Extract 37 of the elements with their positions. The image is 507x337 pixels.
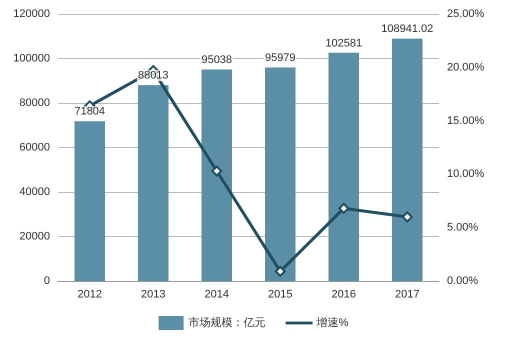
bar [74,121,105,281]
y2-tick-label: 0.00% [447,275,478,287]
point [402,211,413,222]
legend-label: 增速% [316,316,349,329]
x-tick-label: 2014 [204,288,229,300]
data-label: 88013 [138,70,169,82]
legend-label: 市场规模：亿元 [188,316,266,329]
y-tick-label: 40000 [19,186,50,198]
y-tick-label: 0 [44,275,50,287]
bar [202,70,232,281]
bar [392,38,422,281]
data-label: 95038 [201,54,232,66]
y-tick-label: 80000 [19,97,50,109]
bar [138,85,168,281]
y2-tick-label: 25.00% [447,8,485,20]
y2-tick-label: 10.00% [447,168,485,180]
y-tick-label: 20000 [19,230,50,242]
y2-tick-label: 5.00% [447,222,478,234]
x-tick-label: 2017 [395,288,420,300]
x-tick-label: 2015 [268,288,292,300]
data-label: 95979 [264,52,296,64]
x-tick-label: 2012 [78,288,102,300]
data-label: 71804 [74,106,106,118]
y2-tick-label: 15.00% [447,114,485,127]
y-tick-label: 60000 [19,142,50,154]
point [274,266,286,277]
data-label: 108941.02 [381,23,434,36]
x-tick-label: 2016 [332,288,356,300]
bar [265,67,296,281]
point [211,165,222,176]
point [338,202,350,214]
bar [328,52,359,281]
y-tick-label: 120000 [13,8,50,20]
y-tick-label: 100000 [13,52,50,64]
y2-tick-label: 20.00% [447,61,485,74]
data-label: 102581 [325,37,362,50]
x-tick-label: 2013 [141,288,166,300]
